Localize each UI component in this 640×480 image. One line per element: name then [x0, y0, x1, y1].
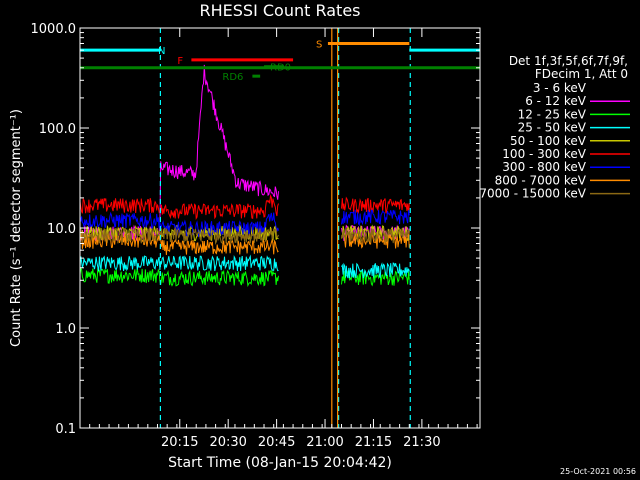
legend-label: 100 - 300 keV: [502, 147, 586, 161]
x-tick-label: 21:00: [306, 435, 343, 450]
legend-label: 800 - 7000 keV: [495, 173, 587, 187]
series-line: [341, 209, 410, 227]
flag-label: N: [158, 46, 165, 57]
series-line: [79, 226, 279, 246]
series-line: [79, 254, 279, 272]
x-tick-label: 20:30: [209, 435, 246, 450]
series-line: [341, 196, 410, 214]
legend-label: 7000 - 15000 keV: [479, 187, 586, 201]
x-axis: 20:15 20:30 20:45 21:00 21:15 21:30: [79, 28, 478, 450]
series-line: [341, 262, 410, 279]
flag-label: S: [316, 39, 322, 50]
x-tick-label: 21:15: [355, 435, 392, 450]
legend-label: 12 - 25 keV: [518, 107, 587, 121]
x-tick-label: 20:45: [258, 435, 295, 450]
x-axis-label: Start Time (08-Jan-15 20:04:42): [168, 455, 392, 471]
series-line: [341, 228, 410, 244]
flag-bars-group: N F S RD0 RD6: [80, 39, 480, 83]
y-tick-label: 10.0: [47, 222, 76, 237]
legend-label: 3 - 6 keV: [533, 81, 587, 95]
y-axis-label: Count Rate (s⁻¹ detector segment⁻¹): [9, 109, 24, 347]
series-line: [341, 232, 410, 249]
series-line: [341, 270, 410, 287]
flag-label: RD0: [270, 63, 291, 74]
legend-label: 300 - 800 keV: [502, 160, 586, 174]
legend-label: 50 - 100 keV: [510, 134, 587, 148]
legend: Det 1f,3f,5f,6f,7f,9f, FDecim 1, Att 0 3…: [479, 54, 630, 201]
series-line: [79, 266, 279, 288]
flag-label: F: [177, 56, 183, 67]
series-line: [79, 64, 279, 242]
x-tick-label: 20:15: [161, 435, 198, 450]
y-tick-label: 0.1: [55, 422, 76, 437]
legend-header-line2: FDecim 1, Att 0: [535, 67, 628, 81]
legend-label: 6 - 12 keV: [525, 94, 587, 108]
y-axis: 0.1 1.0 10.0 100.0 1000.0: [31, 22, 480, 437]
legend-label: 25 - 50 keV: [518, 121, 587, 135]
flag-label: RD6: [222, 72, 243, 83]
y-tick-label: 1000.0: [31, 22, 77, 37]
chart-title: RHESSI Count Rates: [200, 1, 361, 20]
legend-header-line1: Det 1f,3f,5f,6f,7f,9f,: [509, 54, 628, 68]
series-line: [341, 224, 410, 241]
y-tick-label: 100.0: [39, 122, 76, 137]
series-line: [79, 84, 279, 271]
data-series-group: [79, 28, 411, 428]
footer-date: 25-Oct-2021 00:56: [560, 467, 636, 476]
y-tick-label: 1.0: [55, 322, 76, 337]
x-tick-label: 21:30: [403, 435, 440, 450]
series-line: [79, 194, 279, 221]
